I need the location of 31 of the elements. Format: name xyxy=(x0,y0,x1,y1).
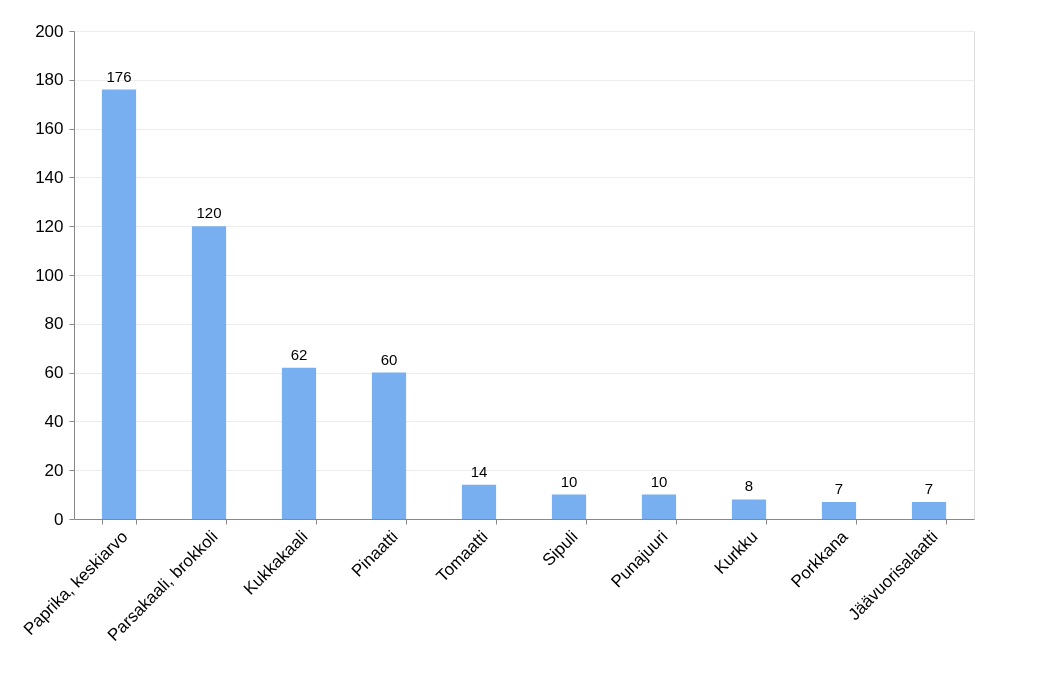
bar xyxy=(461,484,497,519)
data-label: 120 xyxy=(196,204,222,222)
data-label: 14 xyxy=(470,462,488,480)
data-label: 7 xyxy=(924,479,934,497)
bar xyxy=(641,494,677,519)
y-tick-label: 20 xyxy=(44,460,64,480)
data-label: 10 xyxy=(650,472,668,490)
bar xyxy=(821,501,857,519)
y-tick-label: 100 xyxy=(35,265,64,285)
y-tick-label: 80 xyxy=(44,314,64,334)
bar xyxy=(551,494,587,519)
y-tick-label: 180 xyxy=(35,70,64,90)
bar xyxy=(911,501,947,519)
data-label: 8 xyxy=(744,477,754,495)
data-label: 60 xyxy=(380,350,398,368)
data-label: 62 xyxy=(290,345,308,363)
y-tick-label: 140 xyxy=(35,167,64,187)
y-tick-label: 120 xyxy=(35,216,64,236)
y-tick-label: 60 xyxy=(44,363,64,383)
bar xyxy=(371,372,407,519)
bar xyxy=(731,499,767,519)
data-label: 7 xyxy=(834,479,844,497)
bar xyxy=(281,367,317,519)
data-label: 176 xyxy=(106,67,132,85)
y-tick-label: 0 xyxy=(54,509,64,529)
data-label: 10 xyxy=(560,472,578,490)
bar xyxy=(191,226,227,519)
y-tick-label: 160 xyxy=(35,119,64,139)
y-tick-label: 40 xyxy=(44,411,64,431)
bar xyxy=(101,89,137,519)
y-tick-label: 200 xyxy=(35,21,64,41)
